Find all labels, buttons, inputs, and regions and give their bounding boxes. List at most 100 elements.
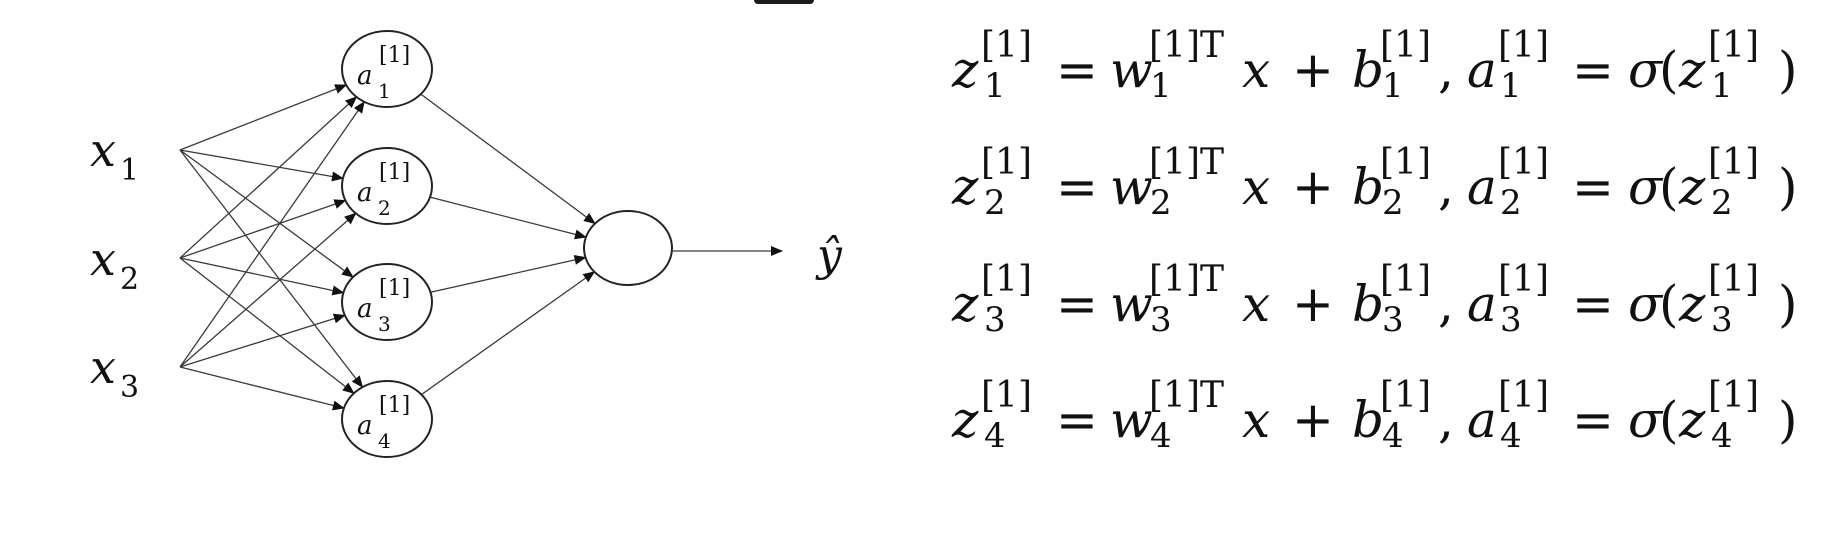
- svg-text:4: 4: [1150, 416, 1172, 456]
- svg-text:[1]: [1]: [1380, 25, 1431, 66]
- svg-text:1: 1: [984, 66, 1006, 106]
- svg-text:[1]: [1]: [1708, 259, 1759, 300]
- svg-text:a: a: [357, 178, 373, 208]
- svg-text:(: (: [1659, 158, 1679, 216]
- svg-text:a: a: [357, 411, 373, 441]
- svg-text:x: x: [1242, 41, 1270, 99]
- edge-x1-a1: [179, 84, 348, 151]
- hidden-node-a1: a [1] 1: [341, 30, 433, 108]
- edge-a2-output: [429, 196, 587, 240]
- edge-x2-a4: [179, 257, 355, 394]
- output-node: [583, 210, 673, 286]
- network-edges: [179, 84, 596, 411]
- svg-text:=: =: [1572, 41, 1614, 99]
- svg-text:,: ,: [1438, 158, 1454, 216]
- svg-text:[1]T: [1]T: [1149, 375, 1224, 416]
- svg-text:,: ,: [1438, 41, 1454, 99]
- svg-text:+: +: [1292, 275, 1334, 333]
- edge-a1-output: [420, 93, 596, 225]
- svg-text:4: 4: [1711, 416, 1733, 456]
- svg-text:x: x: [1242, 391, 1270, 449]
- edge-x1-a3: [179, 149, 354, 278]
- svg-text:σ: σ: [1628, 158, 1664, 216]
- input-x3: x 3: [90, 340, 139, 405]
- svg-text:a: a: [1467, 391, 1497, 449]
- svg-text:[1]T: [1]T: [1149, 25, 1224, 66]
- svg-text:[1]: [1]: [1498, 375, 1549, 416]
- svg-text:x: x: [90, 123, 116, 177]
- edge-x1-a2: [179, 149, 344, 182]
- svg-text:+: +: [1292, 391, 1334, 449]
- svg-text:x: x: [1242, 275, 1270, 333]
- svg-text:4: 4: [984, 416, 1006, 456]
- svg-text:,: ,: [1438, 275, 1454, 333]
- svg-text:=: =: [1056, 275, 1098, 333]
- equation-row-4: z [1] 4 = w [1]T 4 x + b [1] 4 , a [1] 4…: [951, 375, 1798, 456]
- svg-text:x: x: [1242, 158, 1270, 216]
- svg-text:z: z: [1678, 391, 1706, 449]
- svg-text:w: w: [1110, 391, 1153, 449]
- svg-text:z: z: [1678, 275, 1706, 333]
- svg-text:2: 2: [378, 196, 391, 220]
- svg-text:=: =: [1572, 275, 1614, 333]
- svg-text:1: 1: [1150, 66, 1172, 106]
- edge-x2-a1: [179, 96, 358, 259]
- edge-x3-a3: [179, 313, 346, 368]
- edge-a4-output: [421, 271, 596, 396]
- svg-text:[1]: [1]: [379, 393, 410, 418]
- svg-text:b: b: [1352, 158, 1384, 216]
- svg-text:=: =: [1056, 158, 1098, 216]
- hidden-node-a2: a [1] 2: [341, 147, 433, 225]
- svg-text:[1]: [1]: [1380, 142, 1431, 183]
- svg-text:z: z: [951, 158, 979, 216]
- edge-x3-a1: [179, 100, 365, 368]
- svg-text:b: b: [1352, 391, 1384, 449]
- svg-text:a: a: [357, 61, 373, 91]
- input-x1: x 1: [90, 123, 139, 188]
- svg-text:3: 3: [1150, 300, 1172, 340]
- svg-text:3: 3: [120, 370, 139, 405]
- equation-row-2: z [1] 2 = w [1]T 2 x + b [1] 2 , a [1] 2…: [951, 142, 1798, 223]
- svg-text:3: 3: [1382, 300, 1404, 340]
- svg-text:1: 1: [120, 153, 139, 188]
- svg-text:x: x: [90, 340, 116, 394]
- svg-text:a: a: [1467, 158, 1497, 216]
- svg-text:3: 3: [378, 312, 391, 336]
- svg-text:a: a: [1467, 41, 1497, 99]
- svg-text:[1]: [1]: [981, 375, 1032, 416]
- svg-text:+: +: [1292, 41, 1334, 99]
- svg-text:σ: σ: [1628, 391, 1664, 449]
- svg-text:2: 2: [120, 262, 139, 297]
- svg-text:2: 2: [1711, 183, 1733, 223]
- svg-text:): ): [1778, 158, 1798, 216]
- svg-text:[1]: [1]: [1380, 375, 1431, 416]
- hidden-node-a3: a [1] 3: [341, 263, 433, 341]
- svg-text:3: 3: [1500, 300, 1522, 340]
- svg-text:(: (: [1659, 275, 1679, 333]
- svg-text:x: x: [90, 232, 116, 286]
- cropped-title-fragment: [754, 0, 814, 4]
- svg-text:z: z: [1678, 41, 1706, 99]
- svg-text:(: (: [1659, 391, 1679, 449]
- svg-text:4: 4: [1382, 416, 1404, 456]
- equation-row-1: z [1] 1 = w [1]T 1 x + b [1] 1 , a [1] 1…: [951, 25, 1798, 106]
- svg-text:2: 2: [984, 183, 1006, 223]
- svg-text:[1]: [1]: [379, 276, 410, 301]
- svg-text:2: 2: [1500, 183, 1522, 223]
- equation-row-3: z [1] 3 = w [1]T 3 x + b [1] 3 , a [1] 3…: [951, 259, 1798, 340]
- svg-text:[1]: [1]: [1708, 375, 1759, 416]
- input-x2: x 2: [90, 232, 139, 297]
- svg-text:b: b: [1352, 275, 1384, 333]
- svg-text:[1]T: [1]T: [1149, 142, 1224, 183]
- edge-x1-a4: [179, 149, 364, 388]
- output-label-y-hat: ŷ: [815, 230, 843, 281]
- svg-text:+: +: [1292, 158, 1334, 216]
- svg-text:z: z: [951, 391, 979, 449]
- svg-text:b: b: [1352, 41, 1384, 99]
- svg-text:1: 1: [1500, 66, 1522, 106]
- svg-text:=: =: [1572, 158, 1614, 216]
- svg-text:1: 1: [378, 79, 391, 103]
- svg-text:[1]: [1]: [1498, 25, 1549, 66]
- svg-text:3: 3: [984, 300, 1006, 340]
